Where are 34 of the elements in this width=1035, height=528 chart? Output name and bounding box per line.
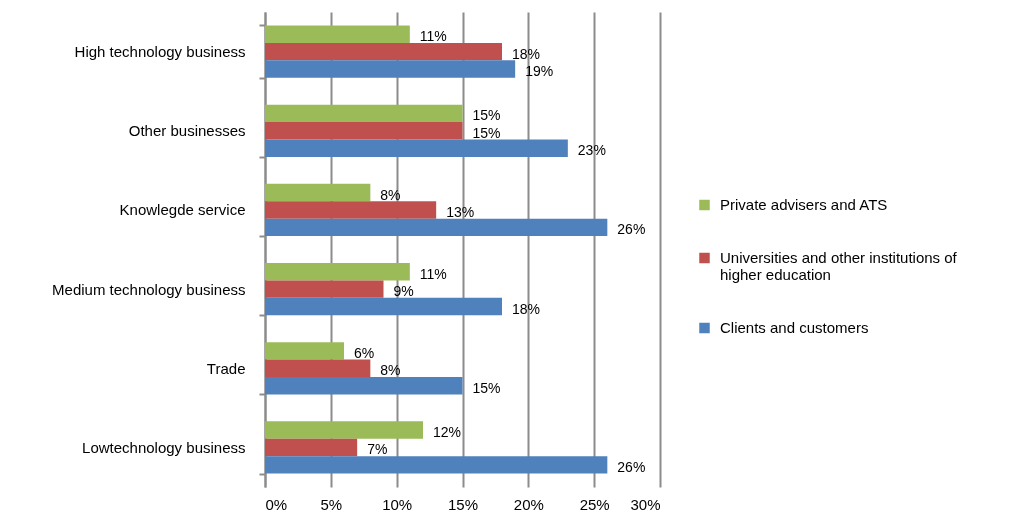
data-label: 26% [617, 221, 646, 238]
data-label: 12% [433, 424, 462, 440]
y-tick-label: High technology business [74, 43, 246, 61]
legend-label: Private advisers and ATS [720, 196, 888, 213]
data-label: 11% [419, 265, 447, 282]
x-tick-label: 15% [447, 495, 479, 513]
data-label: 8% [380, 186, 401, 203]
x-tick-label: 10% [382, 495, 413, 513]
data-label: 15% [472, 379, 501, 396]
legend-label: Universities and other institutions of higher education [720, 249, 958, 283]
data-label: 6% [354, 344, 375, 361]
x-tick-label: 5% [320, 495, 343, 513]
data-label: 19% [525, 63, 554, 79]
data-label: 15% [472, 107, 501, 124]
x-tick-label: 30% [630, 495, 661, 513]
y-tick-label: Knowlegde service [119, 201, 246, 219]
data-label: 9% [393, 283, 414, 300]
data-label: 8% [380, 362, 401, 379]
data-label: 15% [472, 124, 501, 141]
y-tick-label: Medium technology business [52, 280, 246, 298]
legend-label: Clients and customers [720, 319, 869, 336]
x-tick-label: 20% [513, 495, 544, 513]
y-tick-label: Trade [206, 359, 246, 377]
data-label: 11% [419, 28, 447, 45]
data-label: 7% [367, 441, 388, 458]
data-label: 13% [446, 203, 475, 220]
y-tick-label: Lowtechnology business [82, 438, 246, 456]
data-label: 18% [512, 300, 541, 317]
y-tick-label: Other businesses [128, 122, 246, 140]
data-label: 23% [577, 142, 606, 159]
x-tick-label: 0% [265, 495, 288, 513]
data-label: 18% [512, 45, 541, 62]
x-tick-label: 25% [579, 495, 610, 513]
data-label: 26% [617, 458, 646, 475]
